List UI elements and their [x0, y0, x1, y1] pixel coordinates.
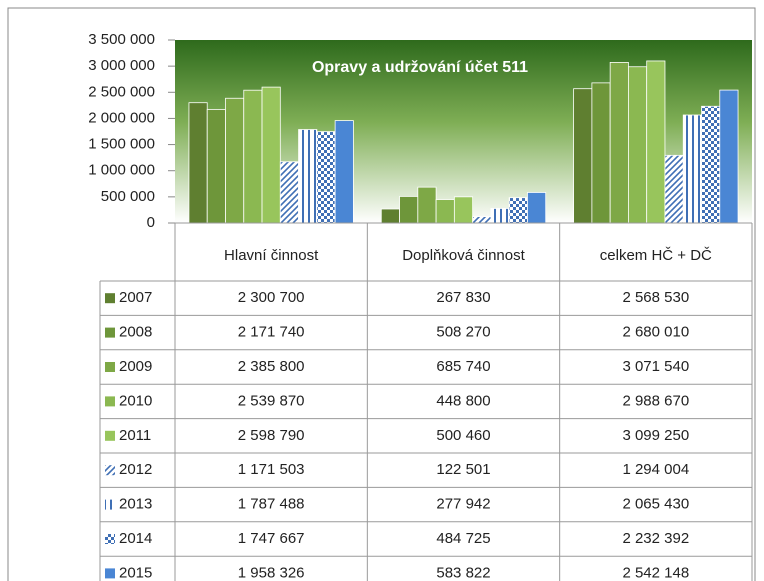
y-tick-label: 0: [147, 214, 155, 231]
table-value: 1 787 488: [238, 496, 305, 513]
table-value: 1 747 667: [238, 530, 305, 547]
legend-key: [105, 327, 115, 338]
legend-label: 2008: [119, 324, 152, 341]
y-tick-label: 2 000 000: [88, 109, 155, 126]
table-value: 267 830: [436, 289, 490, 306]
chart-title: Opravy a udržování účet 511: [312, 59, 528, 76]
bar: [573, 88, 593, 224]
bar: [380, 208, 400, 224]
y-tick-label: 1 000 000: [88, 162, 155, 179]
table-value: 448 800: [436, 392, 490, 409]
legend-key: [105, 430, 115, 441]
legend-key: [105, 362, 115, 372]
legend-label: 2011: [119, 427, 151, 444]
bar: [591, 82, 611, 224]
bar: [225, 97, 245, 224]
bar: [527, 192, 547, 224]
bar: [261, 86, 281, 224]
legend-key: [105, 534, 115, 544]
table-value: 122 501: [436, 461, 490, 478]
legend-key: [105, 293, 115, 304]
bar: [298, 129, 318, 224]
bar: [279, 161, 299, 224]
legend-key: [105, 568, 115, 579]
bar: [399, 196, 419, 224]
bar: [316, 131, 336, 224]
bar: [508, 197, 528, 224]
table-value: 685 740: [436, 358, 490, 375]
bar: [609, 62, 629, 224]
table-value: 2 680 010: [622, 324, 689, 341]
bar: [472, 216, 492, 224]
table-value: 3 099 250: [622, 427, 689, 444]
table-value: 2 568 530: [622, 289, 689, 306]
y-tick-label: 3 000 000: [88, 57, 155, 74]
category-label: Hlavní činnost: [224, 247, 319, 264]
bar: [206, 109, 226, 224]
table-value: 2 171 740: [238, 324, 305, 341]
bar: [243, 89, 263, 224]
legend-label: 2014: [119, 530, 152, 547]
category-label: Doplňková činnost: [402, 247, 525, 264]
y-tick-label: 3 500 000: [88, 31, 155, 48]
chart-border: [7, 7, 756, 581]
table-value: 277 942: [436, 496, 490, 513]
table-value: 2 300 700: [238, 289, 305, 306]
table-value: 1 294 004: [622, 461, 689, 478]
table-value: 508 270: [436, 324, 490, 341]
table-value: 500 460: [436, 427, 490, 444]
table-value: 2 988 670: [622, 392, 689, 409]
table-value: 1 958 326: [238, 564, 305, 581]
table-value: 3 071 540: [622, 358, 689, 375]
table-value: 2 065 430: [622, 496, 689, 513]
legend-key: [105, 499, 115, 510]
category-label: celkem HČ + DČ: [600, 247, 712, 264]
legend-label: 2012: [119, 461, 152, 478]
bar: [453, 196, 474, 224]
bar: [646, 60, 666, 224]
legend-key: [105, 396, 115, 407]
legend-label: 2010: [119, 392, 152, 409]
legend-label: 2013: [119, 496, 152, 513]
table-value: 583 822: [436, 564, 490, 581]
legend-label: 2007: [119, 289, 152, 306]
y-tick-label: 1 500 000: [88, 136, 155, 153]
table-value: 2 542 148: [622, 564, 689, 581]
y-tick-label: 2 500 000: [88, 83, 155, 100]
table-value: 1 171 503: [238, 461, 305, 478]
bar: [188, 102, 208, 224]
bar: [490, 208, 510, 224]
table-value: 2 598 790: [238, 427, 305, 444]
legend-label: 2009: [119, 358, 152, 375]
bar: [628, 66, 648, 224]
bar: [334, 120, 354, 224]
bar: [435, 199, 455, 224]
table-value: 2 539 870: [238, 392, 305, 409]
table-value: 484 725: [436, 530, 490, 547]
legend-key: [105, 465, 115, 476]
bar: [417, 186, 437, 224]
legend-label: 2015: [119, 564, 152, 581]
bar: [719, 89, 739, 224]
bar: [701, 105, 721, 224]
table-value: 2 232 392: [622, 530, 689, 547]
bar: [682, 114, 702, 224]
bar: [664, 154, 684, 224]
y-tick-label: 500 000: [101, 188, 155, 205]
table-value: 2 385 800: [238, 358, 305, 375]
